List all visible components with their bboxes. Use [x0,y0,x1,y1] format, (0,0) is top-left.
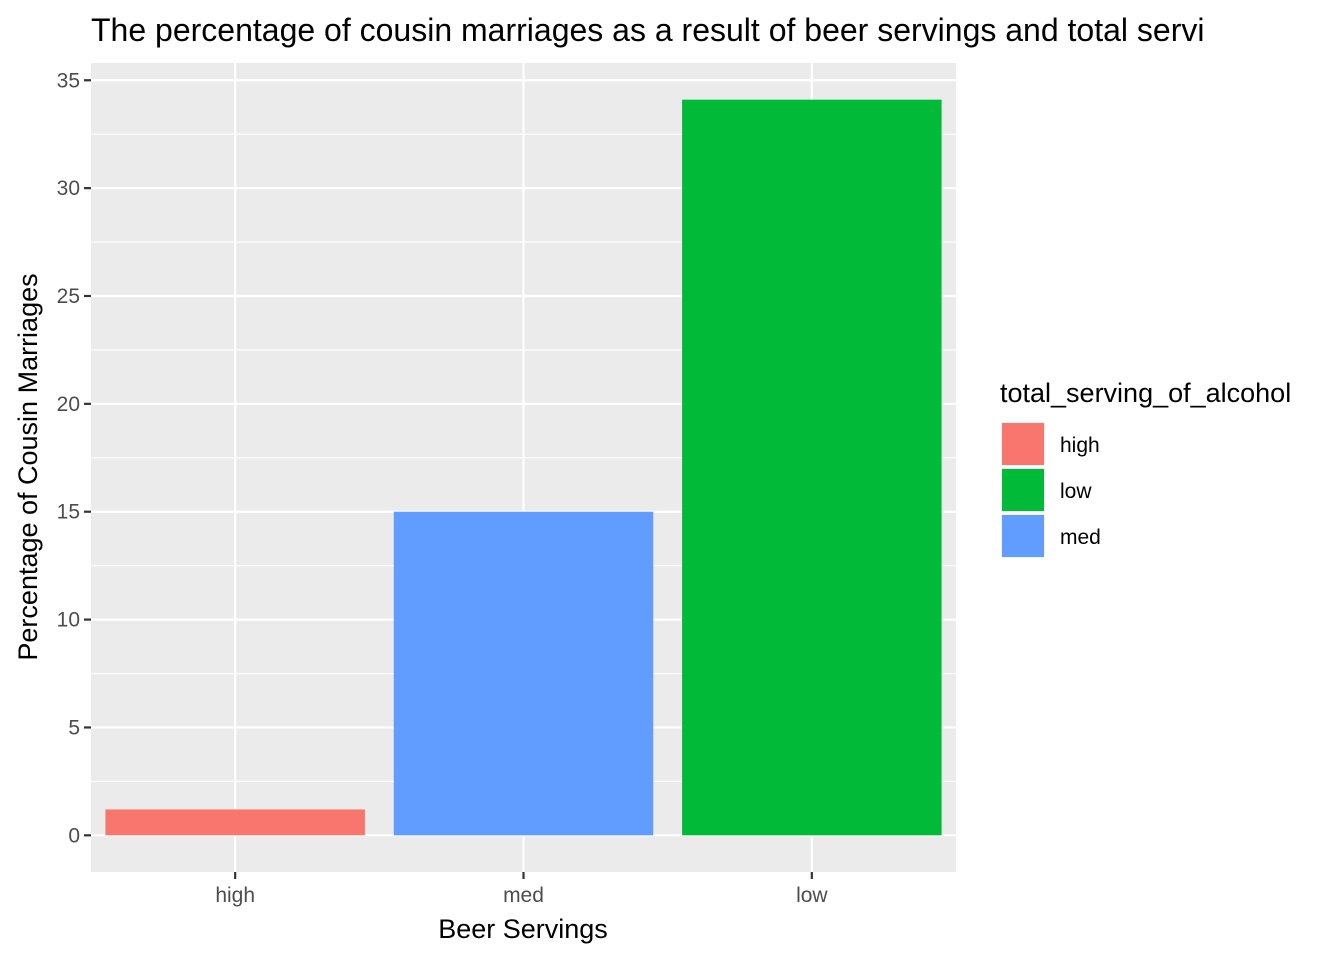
y-tick-label: 25 [57,285,80,308]
bar-high [105,809,365,836]
y-tick-label: 20 [57,393,80,416]
x-axis-title: Beer Servings [438,914,608,944]
legend-title: total_serving_of_alcohol [1000,378,1291,408]
y-tick-label: 10 [57,609,80,632]
y-tick-label: 15 [57,501,80,524]
legend-key-high [1002,423,1044,465]
y-tick-label: 5 [68,716,80,739]
legend-label-high: high [1060,434,1100,457]
legend: total_serving_of_alcohol high low med [1000,378,1291,558]
x-tick-label: med [503,884,544,907]
y-tick-label: 0 [68,824,80,847]
y-axis-title: Percentage of Cousin Marriages [13,273,43,660]
x-tick-label: high [215,884,255,907]
legend-items: high low med [1001,422,1101,558]
bar-low [682,99,942,836]
x-tick-label: low [796,884,828,907]
bar-med [393,511,654,836]
legend-label-low: low [1060,480,1092,503]
y-tick-label: 30 [57,177,80,200]
bars [105,99,942,836]
y-tick-label: 35 [57,69,80,92]
legend-key-med [1002,515,1044,557]
x-axis: high med low [215,872,828,907]
legend-key-low [1002,469,1044,511]
legend-label-med: med [1060,526,1101,549]
chart-title: The percentage of cousin marriages as a … [91,12,1204,48]
y-axis: 0 5 10 15 20 25 30 35 [57,69,91,847]
